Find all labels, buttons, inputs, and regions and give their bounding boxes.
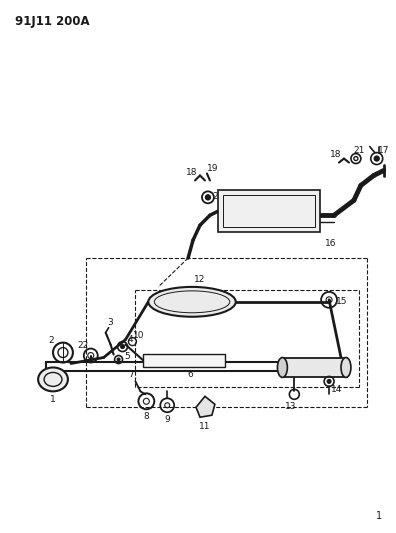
Text: 3: 3	[108, 318, 114, 327]
Bar	[143, 353, 225, 367]
Bar	[218, 190, 320, 232]
Text: 8: 8	[143, 411, 149, 421]
Text: 7: 7	[129, 370, 134, 379]
Text: 22: 22	[77, 341, 88, 350]
Text: 1: 1	[375, 511, 382, 521]
Ellipse shape	[148, 287, 236, 317]
Ellipse shape	[38, 367, 68, 391]
Circle shape	[117, 358, 120, 361]
Ellipse shape	[278, 358, 287, 377]
Text: 13: 13	[285, 402, 296, 411]
Circle shape	[327, 379, 331, 383]
Text: 6: 6	[187, 370, 193, 379]
Text: 20: 20	[212, 192, 224, 201]
Text: 21: 21	[353, 146, 365, 155]
Text: 15: 15	[336, 297, 348, 306]
Text: 16: 16	[325, 239, 337, 248]
Text: 11: 11	[199, 422, 211, 431]
Text: 4: 4	[128, 335, 133, 344]
Text: 2: 2	[48, 336, 54, 345]
Text: 91J11 200A: 91J11 200A	[15, 15, 90, 28]
Text: 14: 14	[331, 385, 343, 394]
Text: 1: 1	[50, 395, 56, 404]
Ellipse shape	[341, 358, 351, 377]
Text: 5: 5	[125, 352, 130, 361]
Text: 18: 18	[186, 168, 198, 177]
Text: 19: 19	[207, 164, 219, 173]
Text: 18: 18	[330, 150, 342, 159]
Bar	[282, 358, 347, 377]
Circle shape	[206, 195, 210, 200]
Text: 12: 12	[194, 276, 206, 285]
Polygon shape	[196, 397, 215, 417]
Bar	[223, 196, 315, 227]
Text: 9: 9	[164, 415, 170, 424]
Circle shape	[374, 156, 379, 161]
Circle shape	[120, 345, 124, 349]
Text: 10: 10	[133, 331, 144, 340]
Text: 17: 17	[378, 146, 389, 155]
